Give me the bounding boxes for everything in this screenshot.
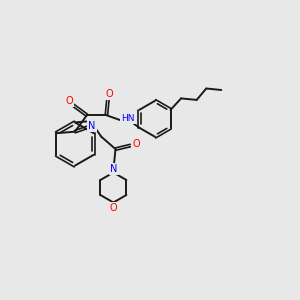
- Text: O: O: [110, 203, 117, 213]
- Text: HN: HN: [121, 114, 135, 123]
- Text: O: O: [106, 89, 113, 99]
- Text: O: O: [132, 139, 140, 149]
- Text: N: N: [88, 121, 96, 131]
- Text: N: N: [110, 164, 118, 174]
- Text: O: O: [66, 96, 73, 106]
